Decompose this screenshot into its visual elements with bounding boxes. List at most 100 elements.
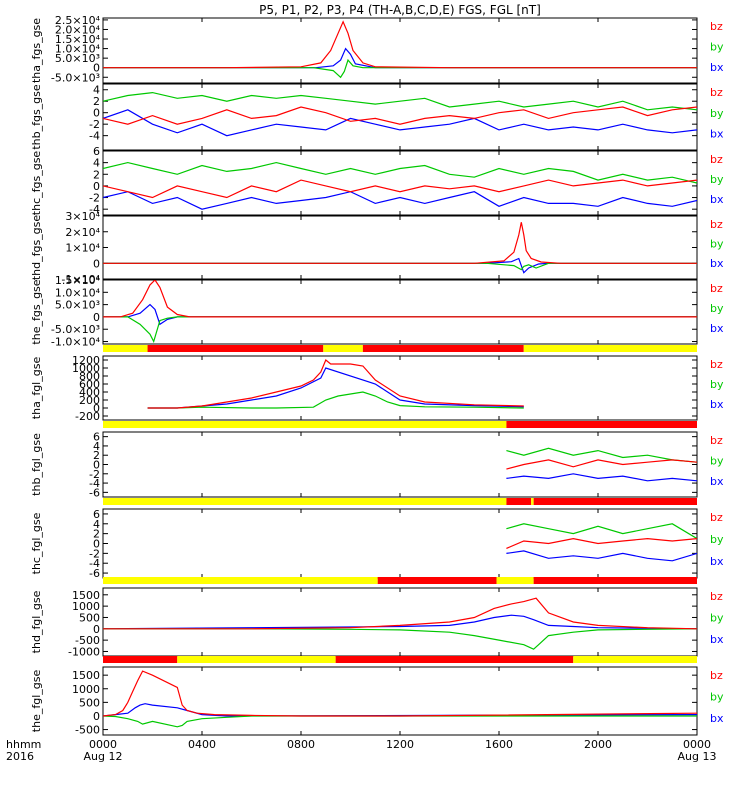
y-tick-label: 0 [93, 257, 100, 270]
x-tick-label: 1600 [485, 738, 513, 751]
y-tick-label: 2 [93, 95, 100, 108]
y-tick-label: -5.0×10³ [51, 323, 100, 336]
y-tick-label: -5.0×10³ [51, 71, 100, 84]
status-bar-segment [103, 498, 507, 505]
y-tick-label: 0 [93, 623, 100, 636]
series-line-bz [506, 537, 697, 549]
panel-frame [102, 150, 698, 216]
y-tick-label: 2.5×10⁴ [55, 14, 101, 27]
y-tick-label: 1000 [72, 362, 100, 375]
y-tick-label: 6 [93, 508, 100, 521]
y-tick-label: -2 [89, 547, 100, 560]
legend-label-by: by [710, 173, 724, 186]
y-tick-label: -4 [89, 477, 100, 490]
series-line-bx [147, 367, 524, 409]
series-line-bx [103, 191, 697, 210]
status-bar-segment [177, 656, 336, 663]
y-axis-label: thd_fgs_gse [30, 215, 43, 281]
status-bar-segment [506, 498, 532, 505]
y-tick-label: 4 [93, 440, 100, 453]
y-tick-label: 1000 [72, 600, 100, 613]
y-tick-label: -500 [75, 724, 100, 737]
status-bar-segment [103, 577, 378, 584]
status-bar-segment [533, 577, 697, 584]
y-tick-label: 400 [79, 386, 100, 399]
panel-p1: 420-2-4 thb_fgs_gse bz by bx [30, 83, 724, 151]
x-tick-label: 0800 [287, 738, 315, 751]
series-line-by [103, 58, 697, 79]
legend-label-bx: bx [710, 61, 724, 74]
legend-label-bz: bz [710, 153, 723, 166]
y-axis-label: thc_fgs_gse [30, 151, 43, 216]
status-bar-segment [496, 577, 534, 584]
y-tick-label: 0 [93, 62, 100, 75]
y-tick-label: 2 [93, 168, 100, 181]
y-tick-label: 2 [93, 449, 100, 462]
legend-label-bx: bx [710, 633, 724, 646]
series-line-by [103, 715, 697, 728]
y-tick-label: -2 [89, 192, 100, 205]
panel-frame [102, 508, 698, 579]
series-line-bz [103, 670, 697, 717]
x-tick-label: 0400 [188, 738, 216, 751]
legend-label-bz: bz [710, 590, 723, 603]
y-tick-label: -4 [89, 130, 100, 143]
series-line-bx [103, 109, 697, 137]
panel-frame [102, 587, 698, 657]
panel-frame [102, 215, 698, 280]
y-tick-label: 0 [93, 180, 100, 193]
series-line-by [103, 262, 697, 271]
legend-label-bz: bz [710, 20, 723, 33]
panel-frame [102, 83, 698, 151]
y-tick-label: 4 [93, 518, 100, 531]
series-line-bx [506, 550, 697, 562]
y-tick-label: 200 [79, 394, 100, 407]
panel-p3: 3×10⁴ 2×10⁴ 1×10⁴ 0 -1×10⁴ thd_fgs_gse bz by bx [30, 210, 724, 286]
status-bar-segment [573, 656, 697, 663]
y-tick-label: 500 [79, 611, 100, 624]
panel-p0: 2.5×10⁴2.0×10⁴1.5×10⁴1.0×10⁴5.0×10³0-5.0… [30, 14, 724, 84]
y-tick-label: 0 [93, 538, 100, 551]
y-tick-label: 0 [93, 402, 100, 415]
legend-label-bx: bx [710, 475, 724, 488]
x-var-label: 2016 [6, 750, 34, 763]
legend-label-bx: bx [710, 398, 724, 411]
y-tick-label: 6 [93, 431, 100, 444]
series-line-bz [103, 597, 697, 630]
y-tick-label: 1000 [72, 683, 100, 696]
series-line-by [103, 628, 697, 650]
y-tick-label: 1.5×10⁴ [55, 33, 101, 46]
series-line-bx [103, 614, 697, 630]
legend-label-bx: bx [710, 193, 724, 206]
y-tick-label: -4 [89, 557, 100, 570]
y-tick-label: -6 [89, 567, 100, 580]
y-tick-label: 0 [93, 459, 100, 472]
y-tick-label: 3×10⁴ [65, 210, 100, 223]
y-tick-label: -6 [89, 486, 100, 499]
panel-frame [102, 355, 698, 421]
series-line-bz [103, 179, 697, 199]
legend-label-bz: bz [710, 358, 723, 371]
series-line-by [103, 91, 697, 111]
y-tick-label: 0 [93, 107, 100, 120]
x-date-label: Aug 13 [678, 750, 717, 763]
y-tick-label: 2 [93, 528, 100, 541]
status-bar-segment [533, 498, 697, 505]
panel-frame [102, 431, 698, 498]
y-tick-label: -1×10⁴ [61, 273, 100, 286]
series-line-bx [103, 257, 697, 274]
x-var-label: hhmm [6, 738, 41, 751]
series-line-by [506, 523, 697, 540]
legend-label-by: by [710, 40, 724, 53]
y-tick-label: -2 [89, 468, 100, 481]
legend-label-by: by [710, 533, 724, 546]
status-bar-segment [362, 345, 524, 352]
y-axis-label: tha_fgs_gse [30, 18, 43, 83]
